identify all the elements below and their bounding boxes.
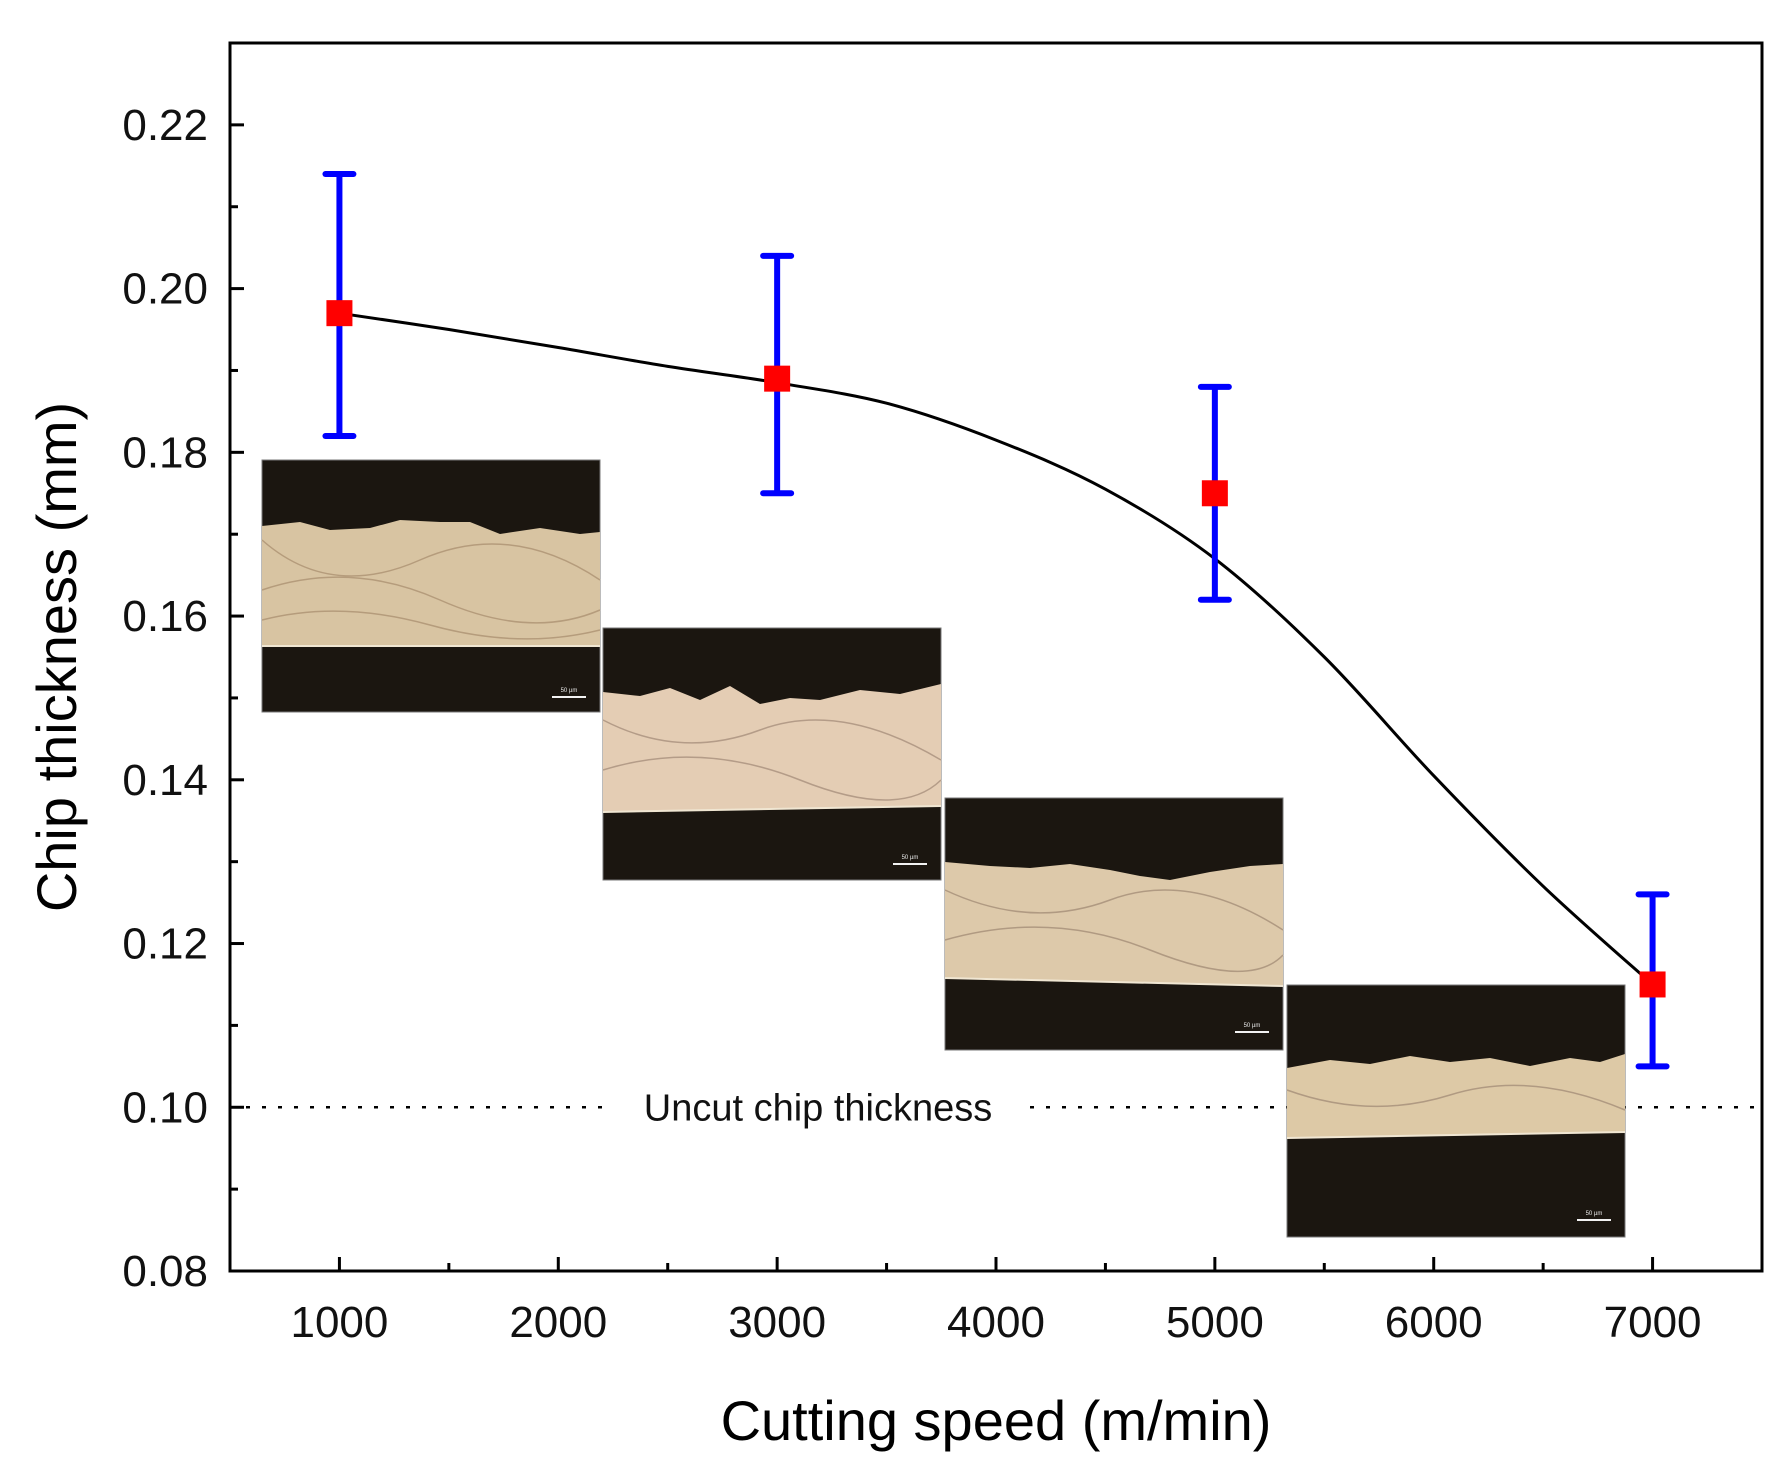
x-tick-label: 2000 [509, 1298, 607, 1347]
y-tick-label: 0.14 [122, 756, 208, 805]
x-tick-label: 3000 [728, 1298, 826, 1347]
micrograph-insets: 50 µm 50 µm 50 µm [261, 459, 1626, 1238]
micrograph-1000: 50 µm [261, 459, 601, 713]
y-axis: 0.08 0.10 0.12 0.14 0.16 0.18 0.20 0.22 [122, 101, 244, 1296]
fit-curve [339, 311, 1654, 986]
x-tick-label: 7000 [1604, 1298, 1702, 1347]
x-tick-label: 1000 [290, 1298, 388, 1347]
data-point-marker [1201, 480, 1228, 507]
x-tick-label: 4000 [947, 1298, 1045, 1347]
y-tick-label: 0.16 [122, 592, 208, 641]
micrograph-3000: 50 µm [602, 627, 942, 881]
x-axis: 1000 2000 3000 4000 5000 6000 7000 [290, 1257, 1702, 1347]
data-point-marker [326, 300, 353, 327]
x-tick-label: 5000 [1166, 1298, 1264, 1347]
data-point-marker [1639, 971, 1666, 998]
scale-bar-label: 50 µm [1586, 1211, 1603, 1217]
data-point-marker [764, 365, 791, 392]
y-axis-title: Chip thickness (mm) [25, 402, 88, 912]
micrograph-5000: 50 µm [944, 797, 1284, 1051]
y-tick-label: 0.12 [122, 920, 208, 969]
y-tick-label: 0.22 [122, 101, 208, 150]
scale-bar-label: 50 µm [902, 855, 919, 861]
y-tick-label: 0.10 [122, 1083, 208, 1132]
uncut-chip-thickness-label-bg [614, 1081, 1022, 1134]
x-tick-label: 6000 [1385, 1298, 1483, 1347]
micrograph-7000: 50 µm [1286, 984, 1626, 1238]
uncut-chip-thickness-label: Uncut chip thickness [644, 1087, 993, 1129]
data-markers [326, 300, 1666, 998]
y-tick-label: 0.08 [122, 1247, 208, 1296]
y-tick-label: 0.20 [122, 265, 208, 314]
x-axis-title: Cutting speed (m/min) [721, 1389, 1272, 1452]
scale-bar-label: 50 µm [561, 688, 578, 694]
scale-bar-label: 50 µm [1244, 1023, 1261, 1029]
y-tick-label: 0.18 [122, 428, 208, 477]
